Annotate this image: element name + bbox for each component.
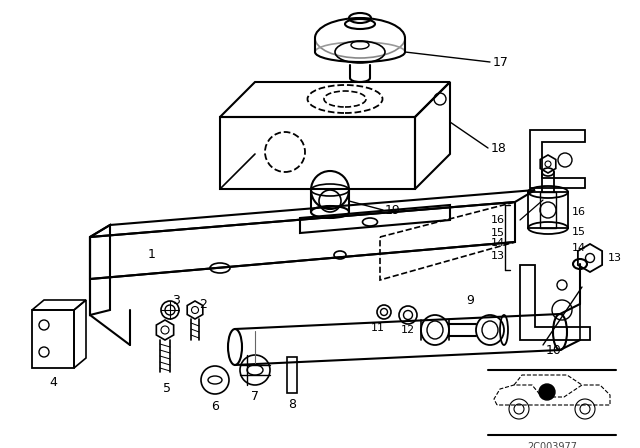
Bar [220, 117, 415, 189]
Text: 18: 18 [491, 142, 507, 155]
Text: 5: 5 [163, 382, 171, 395]
Text: 13: 13 [491, 251, 505, 261]
Bar [540, 192, 556, 228]
Text: 3: 3 [172, 293, 180, 306]
Text: 14: 14 [491, 238, 505, 248]
Text: 8: 8 [288, 399, 296, 412]
Circle shape [539, 384, 555, 400]
Text: 4: 4 [49, 375, 57, 388]
Text: 15: 15 [572, 227, 586, 237]
Text: 11: 11 [371, 323, 385, 333]
Text: 6: 6 [211, 400, 219, 413]
Text: 15: 15 [491, 228, 505, 238]
Text: 1: 1 [148, 249, 156, 262]
Text: 12: 12 [401, 325, 415, 335]
Text: 9: 9 [466, 293, 474, 306]
Text: 14: 14 [572, 243, 586, 253]
Bar [287, 357, 297, 393]
Text: 2C003977: 2C003977 [527, 442, 577, 448]
Bar [528, 192, 568, 228]
Text: 16: 16 [491, 215, 505, 225]
Text: 2: 2 [199, 298, 207, 311]
Text: 7: 7 [251, 389, 259, 402]
Bar [32, 310, 74, 368]
Text: 19: 19 [385, 203, 401, 216]
Text: 10: 10 [546, 344, 562, 357]
Text: 13: 13 [608, 253, 622, 263]
Text: 17: 17 [493, 56, 509, 69]
Text: 16: 16 [572, 207, 586, 217]
